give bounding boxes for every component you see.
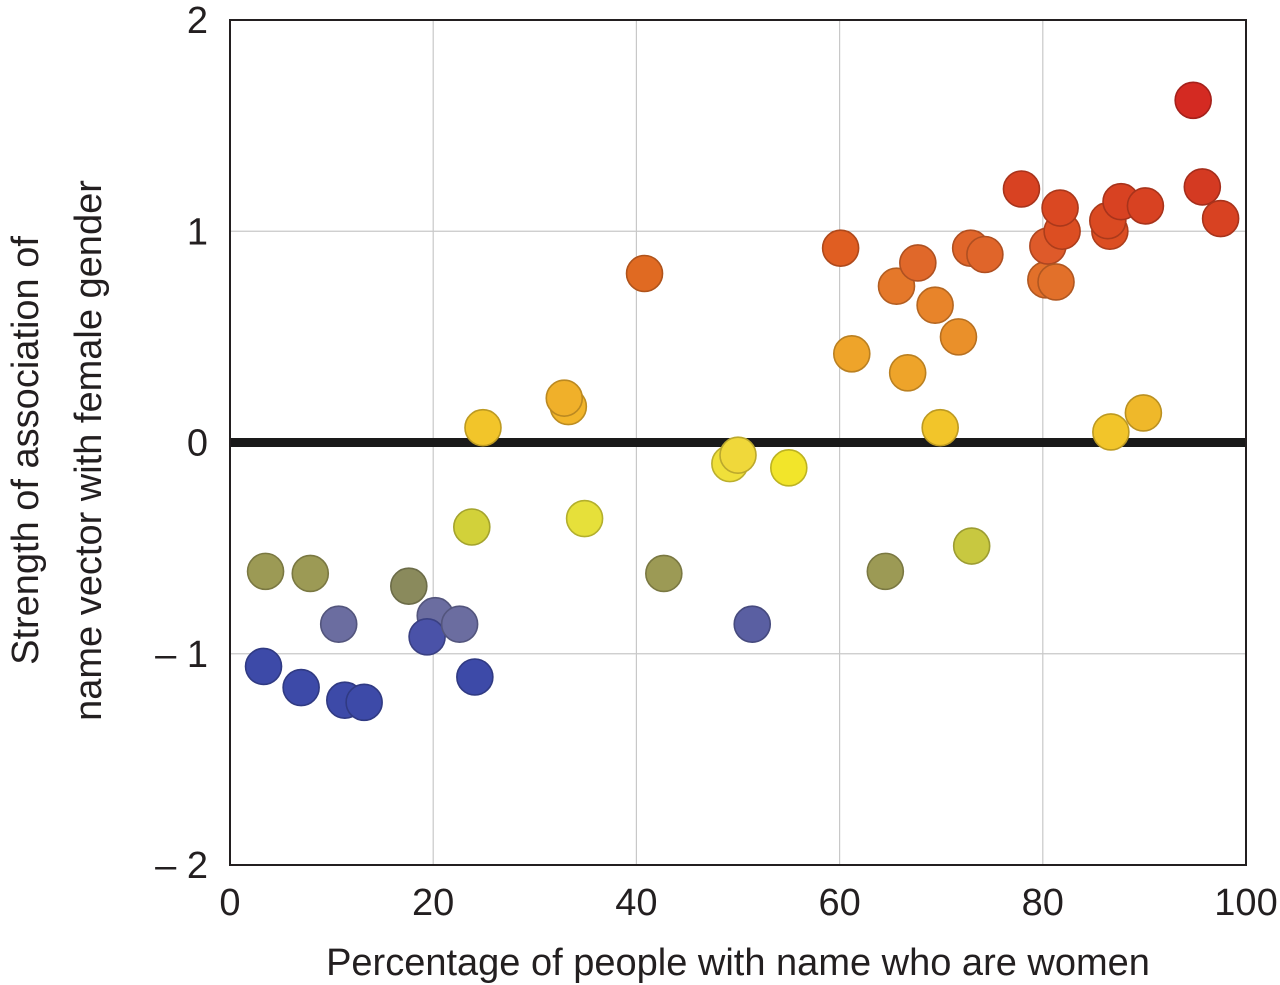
x-axis-ticks: 0 20 40 60 80 100 [219, 882, 1277, 924]
y-axis-title: Strength of association of name vector w… [5, 180, 110, 721]
data-point [921, 408, 959, 447]
data-point [1002, 170, 1041, 208]
data-point [719, 436, 757, 474]
data-point [1126, 187, 1165, 225]
data-point [888, 353, 927, 392]
x-tick-label: 20 [412, 882, 454, 924]
data-point [899, 244, 937, 282]
data-point [453, 508, 491, 546]
data-point [408, 618, 446, 656]
y-tick-label: 0 [187, 423, 208, 465]
data-point [1041, 189, 1079, 227]
data-point [769, 449, 808, 487]
data-point [319, 605, 358, 643]
data-point [916, 286, 954, 324]
x-axis-title: Percentage of people with name who are w… [326, 942, 1150, 984]
data-point [1183, 168, 1222, 206]
y-tick-label: 1 [187, 211, 208, 253]
y-tick-label: – 1 [155, 634, 208, 676]
data-point [832, 334, 871, 373]
y-axis-title-line-2: name vector with female gender [68, 180, 110, 721]
data-point [733, 605, 772, 643]
data-point [565, 499, 604, 538]
data-points [244, 81, 1240, 722]
data-point [291, 554, 330, 593]
y-tick-label: 2 [187, 0, 208, 42]
y-axis-title-line-1: Strength of association of [5, 236, 47, 665]
data-point [545, 379, 584, 417]
data-point [952, 527, 991, 565]
data-point [440, 605, 479, 643]
x-tick-label: 100 [1214, 882, 1277, 924]
data-point [1174, 81, 1212, 120]
data-point [244, 647, 283, 686]
data-point [464, 408, 502, 447]
x-tick-label: 0 [219, 882, 240, 924]
data-point [390, 567, 428, 605]
x-tick-label: 40 [615, 882, 657, 924]
y-tick-label: – 2 [155, 845, 208, 887]
x-tick-label: 60 [818, 882, 860, 924]
data-point [1201, 199, 1240, 238]
data-point [821, 229, 860, 267]
data-point [625, 254, 664, 293]
data-point [456, 658, 494, 696]
data-point [282, 668, 320, 707]
data-point [1037, 263, 1075, 301]
x-tick-label: 80 [1022, 882, 1064, 924]
data-point [939, 318, 978, 356]
data-point [966, 235, 1004, 274]
data-point [645, 554, 683, 593]
data-point [1124, 394, 1163, 432]
data-point [866, 552, 905, 591]
data-point [345, 683, 383, 722]
data-point [877, 267, 916, 305]
data-point [246, 552, 285, 591]
y-axis-ticks: – 2 – 1 0 1 2 [155, 0, 208, 887]
data-point [1092, 413, 1130, 451]
plot-frame [229, 19, 1247, 866]
